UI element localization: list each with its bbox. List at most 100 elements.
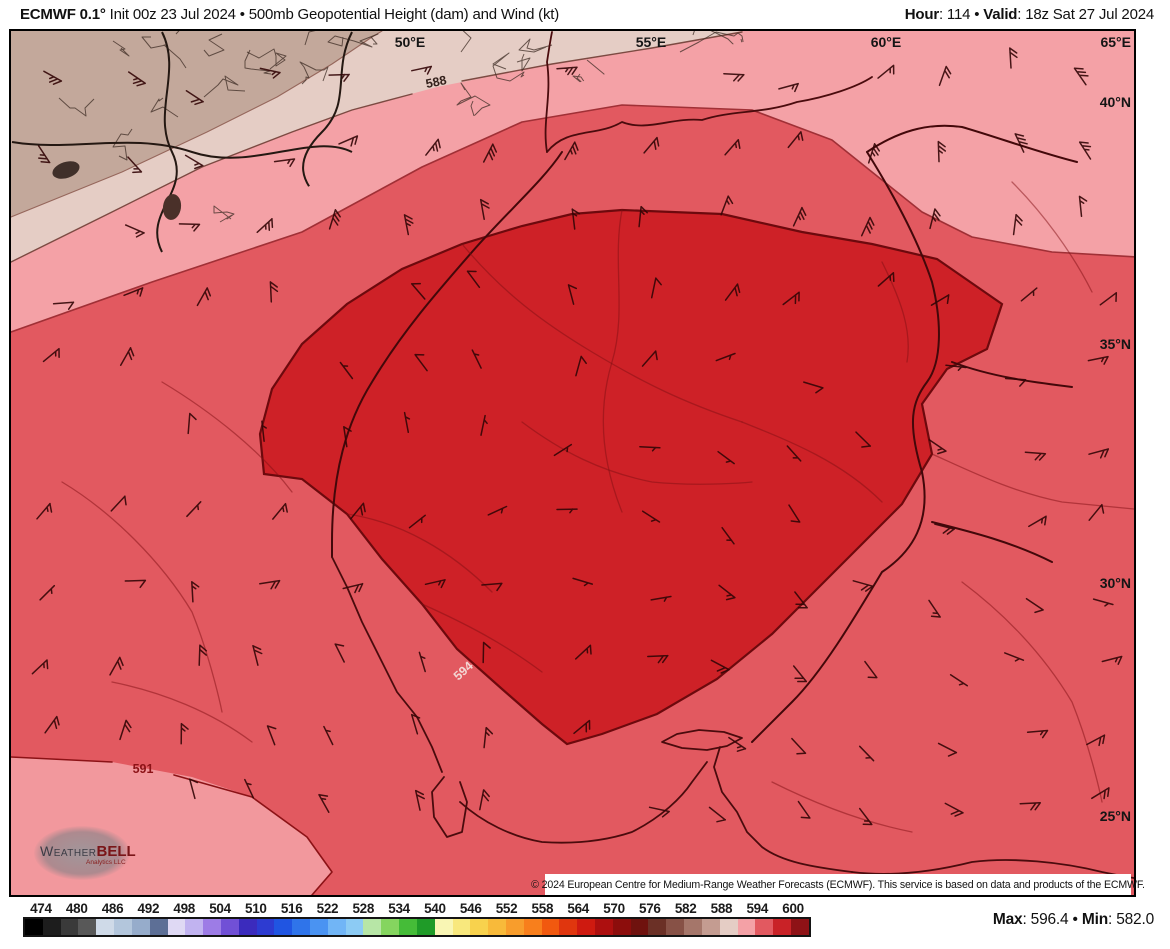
district-border <box>518 38 553 53</box>
colorbar-segment <box>737 919 756 935</box>
wind-barb <box>479 198 490 221</box>
wind-barb <box>339 361 354 380</box>
wind-barb <box>110 495 127 512</box>
wind-barb <box>31 659 49 675</box>
wind-barb <box>930 294 950 306</box>
persian-gulf-coastline <box>331 556 443 773</box>
colorbar-ticks: 474 480 486 492 498 504 510 516 522 528 534 540 546 5… <box>0 901 1170 916</box>
wind-barb <box>273 158 296 168</box>
wind-barb <box>944 802 964 817</box>
wind-barb <box>553 443 573 457</box>
valid-value: : 18z Sat 27 Jul 2024 <box>1017 5 1154 23</box>
weather-map: 588 594 591 50°E 55°E 60°E 65°E 40°N 35°… <box>10 30 1139 896</box>
lake-urmia <box>162 194 182 220</box>
wind-barb <box>334 643 345 663</box>
wind-barb <box>797 800 811 819</box>
wind-barb <box>1078 141 1092 160</box>
wind-barb <box>641 350 658 367</box>
colorbar-segment <box>114 919 132 935</box>
wind-barb <box>1004 652 1025 662</box>
wind-barb <box>256 218 274 234</box>
colorbar-segment <box>719 919 738 935</box>
wind-barb <box>787 131 804 149</box>
wind-barb <box>778 82 799 93</box>
colorbar-tick-label: 540 <box>424 901 446 916</box>
wind-barb <box>252 645 263 666</box>
wind-barb <box>119 347 135 366</box>
colorbar-segment <box>220 919 239 935</box>
colorbar-segment <box>310 919 328 935</box>
wind-barb <box>1078 195 1088 218</box>
colorbar-segment <box>523 919 542 935</box>
wind-barb <box>411 65 433 75</box>
wind-barb <box>1004 377 1027 387</box>
colorbar-tick-label: 570 <box>603 901 625 916</box>
wind-barb <box>1026 729 1049 739</box>
wind-barb <box>877 64 895 79</box>
wind-barb <box>723 72 745 82</box>
wind-barb <box>266 725 277 746</box>
wind-barb <box>36 502 53 520</box>
wind-barb <box>928 439 947 455</box>
colorbar-tick-label: 504 <box>209 901 231 916</box>
colorbar-segment <box>416 919 435 935</box>
colorbar-segment <box>684 919 702 935</box>
district-border <box>457 31 472 53</box>
colorbar-segment <box>488 919 506 935</box>
header-bar: ECMWF 0.1° Init 00z 23 Jul 2024 • 500mb … <box>0 0 1170 28</box>
wind-barb <box>1092 598 1114 607</box>
iran-east-border <box>751 151 940 743</box>
map-title: ECMWF 0.1° Init 00z 23 Jul 2024 • 500mb … <box>20 6 559 23</box>
wind-barb <box>724 139 741 156</box>
wind-barb <box>949 674 969 687</box>
colorbar-segment <box>292 919 310 935</box>
wind-barb <box>575 355 587 377</box>
colorbar-segment <box>256 919 275 935</box>
district-border <box>299 61 329 85</box>
wind-barb <box>867 143 881 164</box>
wind-barb <box>259 67 281 79</box>
lon-label-60e: 60°E <box>871 34 902 50</box>
wind-barb <box>724 283 741 301</box>
wind-barb <box>244 778 255 799</box>
district-border <box>203 33 225 57</box>
wind-barb <box>466 270 481 289</box>
lake-van <box>52 161 80 179</box>
district-border <box>516 53 531 72</box>
wind-barb <box>710 659 730 674</box>
wind-barb <box>1091 787 1110 800</box>
colorbar-tick-label: 534 <box>388 901 410 916</box>
wind-barb <box>269 281 279 303</box>
hour-label: Hour <box>904 5 939 23</box>
wind-barb <box>481 582 503 592</box>
colorbar-segment <box>167 919 186 935</box>
wind-barb <box>410 282 426 300</box>
colorbar-segment <box>541 919 560 935</box>
colorbar-tick-label: 522 <box>316 901 339 916</box>
colorbar-segment <box>149 919 168 935</box>
wind-barb <box>482 143 498 163</box>
wind-barb <box>782 291 800 306</box>
colorbar-segment <box>185 919 204 935</box>
wind-barb <box>639 445 661 452</box>
colorbar-segment <box>60 919 79 935</box>
colorbar-tick-label: 492 <box>137 901 160 916</box>
district-border <box>492 52 525 82</box>
colorbar-segment <box>399 919 417 935</box>
wind-barb <box>338 135 359 147</box>
wind-barb <box>479 789 490 811</box>
wind-barb <box>323 725 334 746</box>
wind-barb <box>403 214 414 236</box>
wind-barb <box>1099 292 1118 306</box>
contour-591 <box>10 104 1139 333</box>
colorbar-tick-label: 528 <box>352 901 375 916</box>
colorbar-tick-label: 564 <box>567 901 589 916</box>
wind-barb <box>1087 355 1109 365</box>
wind-barb <box>728 736 747 752</box>
contour-label-591: 591 <box>133 762 154 776</box>
wind-barb <box>483 726 494 749</box>
wind-barb <box>37 145 51 164</box>
wind-barb <box>480 414 488 436</box>
colorbar-segment <box>773 919 791 935</box>
colorbar-tick-label: 588 <box>710 901 733 916</box>
